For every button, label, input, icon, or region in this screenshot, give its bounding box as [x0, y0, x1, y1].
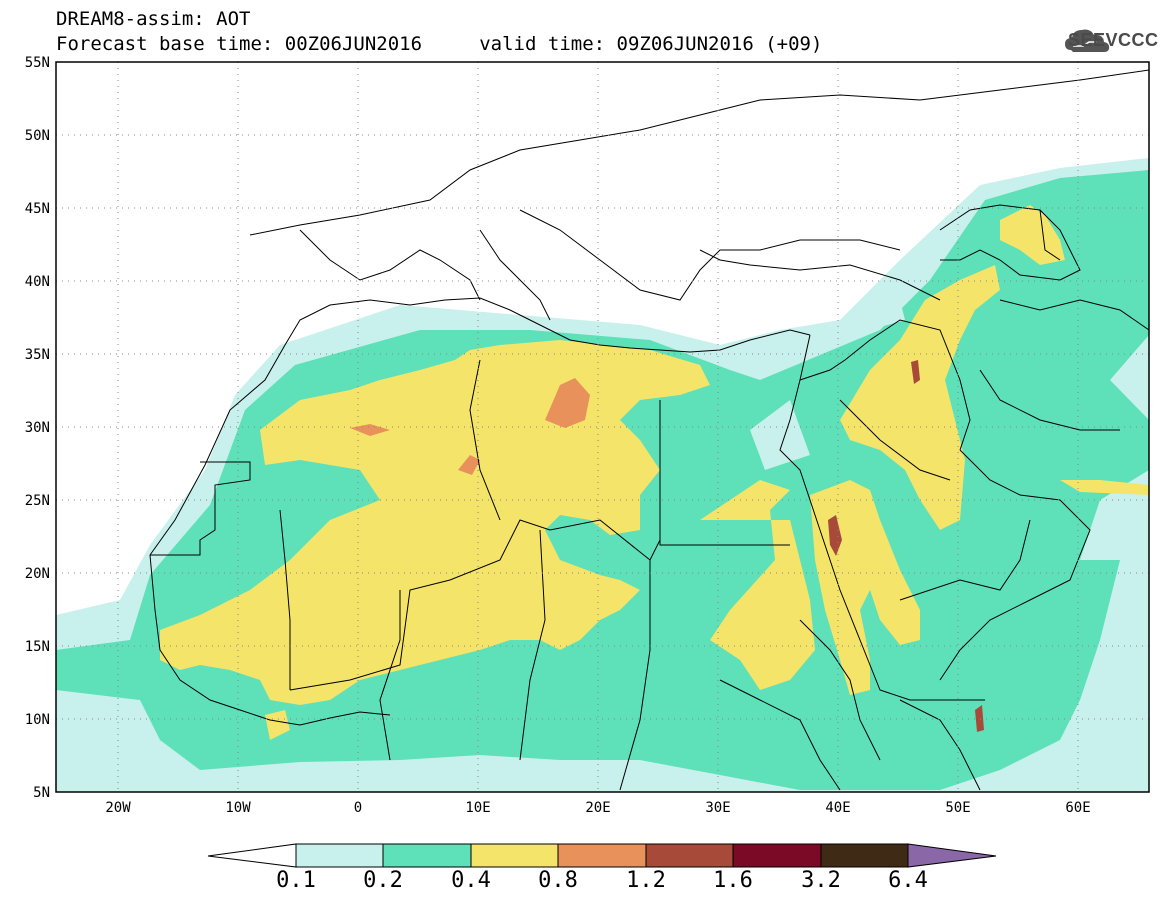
- colorbar-label: 1.6: [713, 868, 753, 893]
- lon-label: 20E: [585, 800, 610, 816]
- colorbar-label: 1.2: [626, 868, 666, 893]
- lat-label: 50N: [25, 128, 50, 144]
- lat-label: 30N: [25, 420, 50, 436]
- colorbar-segment: [732, 843, 822, 868]
- colorbar-segment: [382, 843, 472, 868]
- colorbar-segment: [820, 843, 909, 868]
- lat-label: 55N: [25, 55, 50, 71]
- colorbar-segment: [645, 843, 734, 868]
- lon-label: 0: [354, 800, 362, 816]
- lon-label: 60E: [1065, 800, 1090, 816]
- colorbar-over-triangle: [907, 843, 997, 868]
- lon-label: 40E: [825, 800, 850, 816]
- aot-level-0.4: [160, 205, 1149, 740]
- aot-level-1.2: [828, 360, 984, 732]
- latitude-labels: 5N 10N 15N 20N 25N 30N 35N 40N 45N 50N 5…: [25, 55, 50, 801]
- colorbar-label: 0.8: [538, 868, 578, 893]
- coastlines: [149, 69, 1149, 791]
- colorbar-label: 6.4: [888, 868, 928, 893]
- lat-label: 5N: [33, 785, 50, 801]
- cloud-icon: [1065, 29, 1110, 52]
- colorbar-segment: [470, 843, 559, 868]
- lat-label: 40N: [25, 274, 50, 290]
- lon-label: 10W: [225, 800, 251, 816]
- lon-label: 30E: [705, 800, 730, 816]
- colorbar-segment: [295, 843, 384, 868]
- logo-text: SEEVCCC: [1068, 30, 1159, 50]
- colorbar: [207, 843, 997, 868]
- lat-label: 25N: [25, 493, 50, 509]
- aot-level-0.8: [350, 378, 590, 475]
- gridlines: [56, 62, 1149, 792]
- lon-label: 20W: [105, 800, 131, 816]
- colorbar-label: 0.2: [363, 868, 403, 893]
- map-frame: [55, 61, 1150, 793]
- lon-label: 50E: [945, 800, 970, 816]
- longitude-labels: 20W 10W 0 10E 20E 30E 40E 50E 60E: [105, 800, 1090, 816]
- lat-label: 15N: [25, 639, 50, 655]
- colorbar-label: 0.1: [276, 868, 316, 893]
- colorbar-under-triangle: [207, 843, 297, 868]
- colorbar-label: 3.2: [801, 868, 841, 893]
- lat-label: 45N: [25, 201, 50, 217]
- map-title: DREAM8-assim: AOT: [56, 8, 251, 30]
- lon-label: 10E: [465, 800, 490, 816]
- lat-label: 35N: [25, 347, 50, 363]
- lat-label: 20N: [25, 566, 50, 582]
- forecast-times: Forecast base time: 00Z06JUN2016 valid t…: [56, 33, 823, 55]
- colorbar-label: 0.4: [451, 868, 491, 893]
- colorbar-segment: [557, 843, 647, 868]
- lat-label: 10N: [25, 712, 50, 728]
